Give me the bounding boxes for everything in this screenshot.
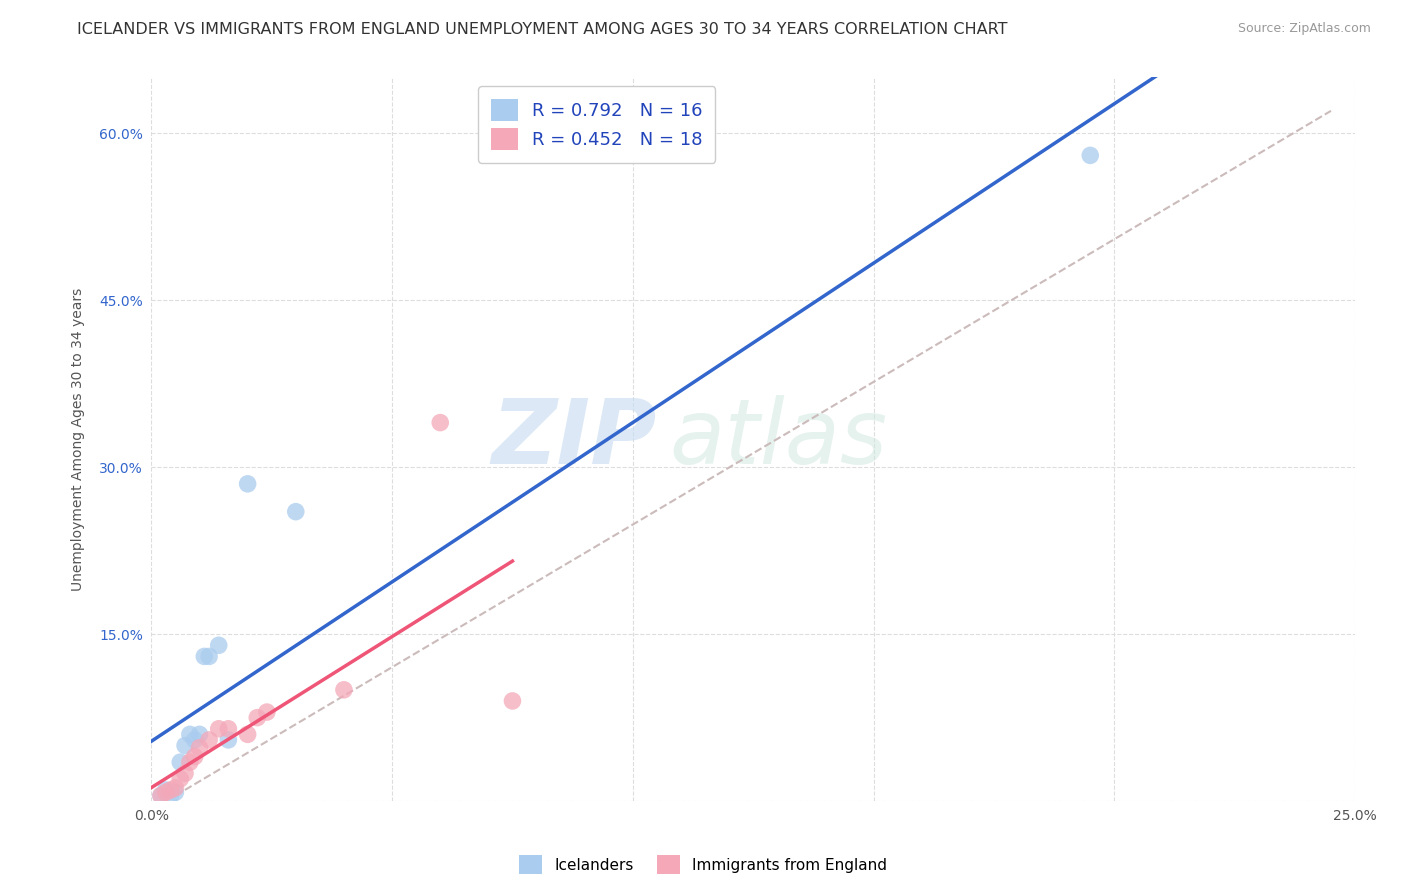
Point — [256, 705, 278, 719]
Point — [1078, 148, 1101, 162]
Point — [169, 772, 191, 786]
Point — [236, 476, 259, 491]
Point — [208, 722, 231, 736]
Point — [246, 711, 269, 725]
Text: ZIP: ZIP — [492, 395, 657, 483]
Point — [188, 740, 211, 755]
Point — [174, 739, 197, 753]
Point — [155, 783, 177, 797]
Point — [429, 416, 451, 430]
Point — [174, 766, 197, 780]
Point — [208, 638, 231, 652]
Point — [198, 732, 221, 747]
Text: Source: ZipAtlas.com: Source: ZipAtlas.com — [1237, 22, 1371, 36]
Point — [193, 649, 215, 664]
Point — [149, 789, 172, 803]
Point — [198, 649, 221, 664]
Point — [179, 755, 201, 769]
Point — [217, 722, 239, 736]
Point — [183, 732, 205, 747]
Point — [149, 789, 172, 803]
Text: atlas: atlas — [669, 395, 887, 483]
Point — [501, 694, 523, 708]
Point — [284, 505, 307, 519]
Point — [165, 780, 187, 795]
Legend: Icelanders, Immigrants from England: Icelanders, Immigrants from England — [513, 849, 893, 880]
Point — [183, 749, 205, 764]
Point — [155, 785, 177, 799]
Point — [188, 727, 211, 741]
Point — [159, 789, 181, 803]
Point — [169, 755, 191, 769]
Point — [217, 732, 239, 747]
Legend: R = 0.792   N = 16, R = 0.452   N = 18: R = 0.792 N = 16, R = 0.452 N = 18 — [478, 87, 716, 163]
Point — [179, 727, 201, 741]
Point — [165, 785, 187, 799]
Text: ICELANDER VS IMMIGRANTS FROM ENGLAND UNEMPLOYMENT AMONG AGES 30 TO 34 YEARS CORR: ICELANDER VS IMMIGRANTS FROM ENGLAND UNE… — [77, 22, 1008, 37]
Y-axis label: Unemployment Among Ages 30 to 34 years: Unemployment Among Ages 30 to 34 years — [72, 287, 86, 591]
Point — [333, 682, 356, 697]
Point — [236, 727, 259, 741]
Point — [159, 783, 181, 797]
